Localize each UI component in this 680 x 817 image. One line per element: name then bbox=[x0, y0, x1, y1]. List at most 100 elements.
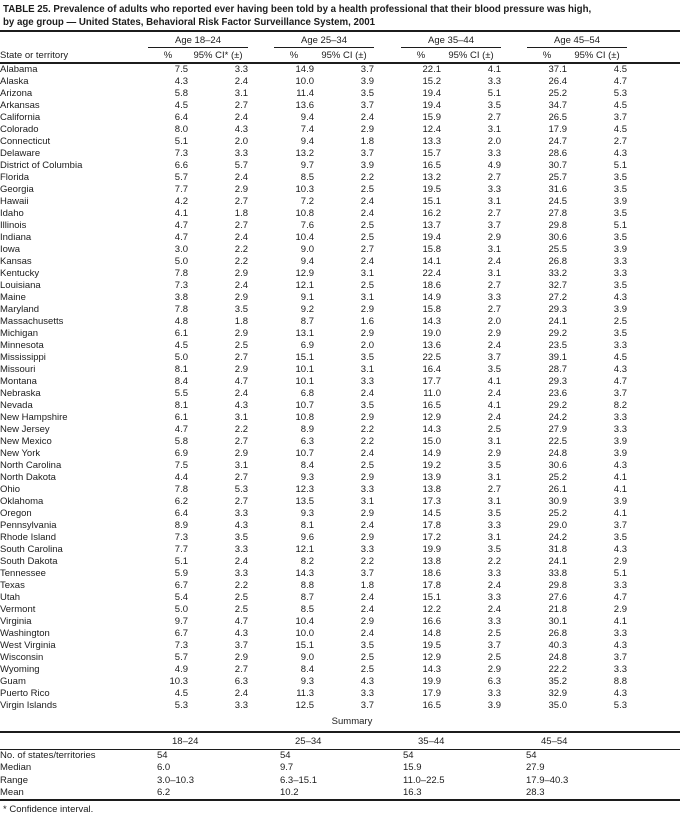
ci-value: 2.4 bbox=[234, 112, 248, 123]
ci-value: 2.7 bbox=[234, 196, 248, 207]
header-table: Age 18–24 Age 25–34 Age 35–44 Age 45–54 … bbox=[0, 32, 627, 62]
pct-value: 8.0 bbox=[174, 124, 188, 135]
ci-value: 2.0 bbox=[360, 340, 374, 351]
pct-value: 10.1 bbox=[295, 376, 315, 387]
ci-value: 3.3 bbox=[613, 256, 627, 267]
ci-value: 1.6 bbox=[360, 316, 374, 327]
state-name: Connecticut bbox=[0, 136, 51, 147]
ci-value: 2.9 bbox=[487, 328, 501, 339]
ci-value: 1.8 bbox=[234, 316, 248, 327]
ci-value: 8.8 bbox=[613, 676, 627, 687]
table-title-line2: by age group — United States, Behavioral… bbox=[3, 17, 376, 28]
ci-value: 3.7 bbox=[487, 640, 501, 651]
pct-value: 8.1 bbox=[174, 364, 188, 375]
ci-value: 3.7 bbox=[613, 520, 627, 531]
pct-value: 7.7 bbox=[174, 544, 188, 555]
pct-value: 29.3 bbox=[548, 304, 568, 315]
ci-value: 2.7 bbox=[234, 664, 248, 675]
ci-value: 2.7 bbox=[613, 136, 627, 147]
state-name: Wyoming bbox=[0, 664, 40, 675]
column-gap bbox=[248, 280, 274, 292]
pct-value: 7.3 bbox=[174, 640, 188, 651]
ci-value: 5.3 bbox=[613, 88, 627, 99]
pct-value: 9.0 bbox=[300, 652, 314, 663]
ci-value: 2.9 bbox=[234, 268, 248, 279]
ci-value: 2.4 bbox=[234, 76, 248, 87]
ci-value: 3.3 bbox=[487, 592, 501, 603]
pct-value: 27.2 bbox=[548, 292, 568, 303]
summary-col-header-45-54: 45–54 bbox=[541, 735, 568, 747]
ci-value: 4.5 bbox=[613, 100, 627, 111]
pct-value: 4.2 bbox=[174, 196, 188, 207]
pct-value: 12.9 bbox=[422, 652, 442, 663]
pct-value: 19.9 bbox=[422, 544, 442, 555]
column-gap bbox=[374, 520, 401, 532]
pct-value: 12.1 bbox=[295, 544, 315, 555]
ci-header-2: 95% CI (±) bbox=[321, 50, 367, 61]
table-row: Montana 8.4 4.7 10.1 3.3 17.7 4.1 29.3 4.7 bbox=[0, 376, 627, 388]
column-gap bbox=[501, 292, 527, 304]
ci-value: 3.7 bbox=[360, 100, 374, 111]
state-name: Pennsylvania bbox=[0, 520, 57, 531]
column-gap bbox=[248, 124, 274, 136]
column-gap bbox=[501, 340, 527, 352]
pct-value: 19.5 bbox=[422, 640, 442, 651]
summary-row-label: No. of states/territories bbox=[0, 750, 96, 761]
ci-value: 2.2 bbox=[234, 580, 248, 591]
column-gap bbox=[374, 256, 401, 268]
summary-row: Median 6.0 9.7 15.9 27.9 bbox=[0, 762, 649, 774]
column-gap bbox=[374, 628, 401, 640]
corner-cell bbox=[0, 32, 148, 48]
column-gap bbox=[501, 256, 527, 268]
ci-value: 4.7 bbox=[234, 376, 248, 387]
summary-value: 54 bbox=[157, 750, 168, 761]
state-name: Massachusetts bbox=[0, 316, 64, 327]
footnote: * Confidence interval. bbox=[3, 804, 94, 816]
column-gap bbox=[501, 184, 527, 196]
ci-value: 2.5 bbox=[487, 652, 501, 663]
ci-value: 2.2 bbox=[360, 436, 374, 447]
column-gap bbox=[248, 604, 274, 616]
ci-value: 6.3 bbox=[234, 676, 248, 687]
table-row: Alaska 4.3 2.4 10.0 3.9 15.2 3.3 26.4 4.7 bbox=[0, 76, 627, 88]
column-gap bbox=[248, 556, 274, 568]
pct-value: 6.9 bbox=[300, 340, 314, 351]
pct-value: 8.9 bbox=[174, 520, 188, 531]
column-gap bbox=[374, 568, 401, 580]
ci-value: 3.3 bbox=[234, 568, 248, 579]
ci-value: 3.7 bbox=[360, 700, 374, 711]
ci-header-1: 95% CI* (±) bbox=[193, 50, 243, 61]
pct-value: 29.2 bbox=[548, 328, 568, 339]
column-gap bbox=[501, 280, 527, 292]
ci-value: 3.5 bbox=[613, 232, 627, 243]
pct-value: 15.1 bbox=[295, 640, 315, 651]
pct-value: 13.5 bbox=[295, 496, 315, 507]
column-gap bbox=[374, 208, 401, 220]
pct-value: 17.9 bbox=[548, 124, 568, 135]
pct-value: 11.0 bbox=[423, 388, 441, 399]
pct-value: 10.8 bbox=[295, 412, 315, 423]
column-gap bbox=[248, 160, 274, 172]
column-gap bbox=[501, 352, 527, 364]
pct-value: 13.9 bbox=[422, 472, 442, 483]
pct-value: 3.8 bbox=[174, 292, 188, 303]
column-gap bbox=[374, 196, 401, 208]
table-row: Georgia 7.7 2.9 10.3 2.5 19.5 3.3 31.6 3.5 bbox=[0, 184, 627, 196]
ci-value: 3.3 bbox=[487, 568, 501, 579]
ci-value: 2.9 bbox=[613, 604, 627, 615]
column-gap bbox=[374, 652, 401, 664]
ci-value: 3.1 bbox=[360, 292, 374, 303]
column-gap bbox=[501, 364, 527, 376]
state-name: Nebraska bbox=[0, 388, 41, 399]
column-gap bbox=[248, 496, 274, 508]
pct-value: 4.7 bbox=[174, 232, 188, 243]
ci-value: 3.7 bbox=[613, 112, 627, 123]
column-gap bbox=[501, 556, 527, 568]
ci-value: 3.3 bbox=[360, 688, 374, 699]
summary-value: 6.0 bbox=[157, 762, 171, 774]
ci-value: 3.1 bbox=[234, 412, 248, 423]
column-gap bbox=[501, 232, 527, 244]
pct-value: 7.4 bbox=[300, 124, 314, 135]
column-gap bbox=[374, 280, 401, 292]
state-name: West Virginia bbox=[0, 640, 56, 651]
